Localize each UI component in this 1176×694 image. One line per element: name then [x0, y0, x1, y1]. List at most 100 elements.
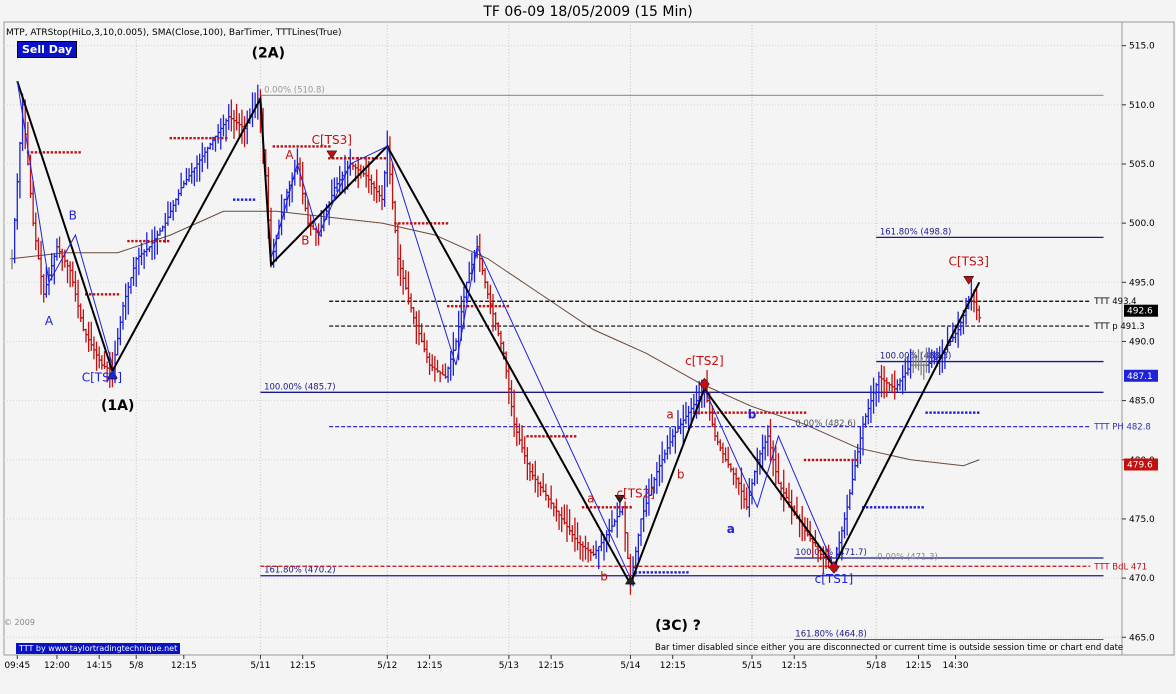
- atr-stop-dot: [292, 145, 295, 148]
- atr-stop-dot: [375, 157, 379, 160]
- atr-stop-dot: [847, 458, 850, 462]
- atr-stop-dot: [925, 411, 928, 414]
- atr-stop-dot: [642, 571, 646, 574]
- atr-stop-dot: [756, 411, 759, 414]
- atr-stop-dot: [155, 239, 158, 243]
- atr-stop-dot: [708, 411, 712, 414]
- price-tick-label: 495.0: [1129, 278, 1155, 288]
- atr-stop-dot: [732, 411, 735, 414]
- wave-annotation: A: [285, 148, 294, 162]
- atr-stop-dot: [682, 571, 685, 574]
- atr-stop-dot: [470, 304, 474, 308]
- atr-stop-dot: [855, 458, 858, 462]
- atr-stop-dot: [169, 136, 172, 140]
- atr-stop-dot: [363, 157, 367, 160]
- atr-stop-dot: [760, 411, 763, 414]
- atr-stop-dot: [147, 239, 150, 243]
- atr-stop-dot: [941, 411, 944, 414]
- atr-stop-dot: [835, 458, 838, 462]
- atr-stop-dot: [562, 435, 565, 438]
- atr-stop-dot: [638, 571, 642, 574]
- ttt-website-link[interactable]: TTT by www.taylortradingtechnique.net: [16, 643, 181, 654]
- price-tick-label: 465.0: [1129, 633, 1155, 643]
- atr-stop-dot: [425, 222, 429, 225]
- atr-stop-dot: [889, 506, 893, 509]
- atr-stop-dot: [74, 151, 77, 154]
- price-tick-label: 505.0: [1129, 160, 1155, 170]
- atr-stop-dot: [506, 304, 509, 308]
- wave-line: [703, 388, 835, 567]
- atr-stop-dot: [355, 157, 359, 160]
- atr-stop-dot: [670, 571, 673, 574]
- atr-stop-dot: [736, 411, 739, 414]
- atr-stop-dot: [885, 506, 889, 509]
- atr-stop-dot: [272, 145, 276, 148]
- atr-stop-dot: [843, 458, 846, 462]
- atr-stop-dot: [466, 304, 470, 308]
- atr-stop-dot: [558, 435, 561, 438]
- atr-stop-dot: [30, 151, 34, 154]
- atr-stop-dot: [162, 239, 166, 243]
- atr-stop-dot: [347, 157, 351, 160]
- wave-annotation: a: [727, 522, 735, 536]
- atr-stop-dot: [414, 222, 417, 225]
- price-label-text: 487.1: [1127, 372, 1153, 382]
- atr-stop-dot: [189, 136, 192, 140]
- atr-stop-dot: [92, 293, 96, 296]
- atr-stop-dot: [328, 145, 331, 148]
- atr-stop-dot: [240, 198, 244, 201]
- atr-stop-dot: [674, 571, 677, 574]
- atr-stop-dot: [96, 293, 100, 296]
- atr-stop-dot: [308, 145, 311, 148]
- atr-stop-dot: [973, 411, 976, 414]
- atr-stop-dot: [66, 151, 69, 154]
- wave-annotation: C[TS3]: [949, 255, 989, 269]
- atr-stop-dot: [803, 458, 807, 462]
- atr-stop-dot: [127, 239, 130, 243]
- atr-stop-dot: [666, 571, 669, 574]
- atr-stop-dot: [811, 458, 815, 462]
- atr-stop-dot: [193, 136, 196, 140]
- price-tick-label: 490.0: [1129, 337, 1155, 347]
- time-tick-label: 12:15: [781, 661, 807, 671]
- atr-stop-dot: [865, 506, 869, 509]
- atr-stop-dot: [799, 411, 803, 414]
- time-tick-label: 12:15: [417, 661, 443, 671]
- atr-stop-dot: [617, 506, 620, 509]
- wave-line: [16, 81, 113, 366]
- atr-stop-dot: [752, 411, 755, 414]
- atr-stop-dot: [897, 506, 901, 509]
- atr-stop-dot: [965, 411, 968, 414]
- indicator-list: MTP, ATRStop(HiLo,3,10,0.005), SMA(Close…: [6, 28, 342, 38]
- atr-stop-dot: [969, 411, 972, 414]
- wave-annotation: b: [677, 468, 685, 482]
- atr-stop-dot: [780, 411, 783, 414]
- signal-marker: [699, 377, 710, 391]
- atr-stop-dot: [116, 293, 120, 296]
- atr-stop-dot: [221, 136, 224, 140]
- atr-stop-dot: [807, 458, 811, 462]
- atr-stop-dot: [629, 506, 632, 509]
- atr-stop-dot: [151, 239, 154, 243]
- atr-stop-dot: [893, 506, 897, 509]
- atr-stop-dot: [143, 239, 146, 243]
- wave-annotation: b: [748, 407, 757, 421]
- atr-stop-dot: [78, 151, 81, 154]
- atr-stop-dot: [418, 222, 421, 225]
- atr-stop-dot: [815, 458, 819, 462]
- price-tick-label: 500.0: [1129, 219, 1155, 229]
- plot-area: [3, 21, 1123, 656]
- ttt-line-label: TTT 493.4: [1093, 297, 1136, 307]
- price-label-text: 479.6: [1127, 461, 1153, 471]
- atr-stop-dot: [100, 293, 104, 296]
- atr-stop-dot: [776, 411, 779, 414]
- atr-stop-dot: [748, 411, 751, 414]
- atr-stop-dot: [573, 435, 577, 438]
- atr-stop-dot: [276, 145, 280, 148]
- atr-stop-dot: [795, 411, 799, 414]
- atr-stop-dot: [613, 506, 616, 509]
- wave-annotation: c[TS2]: [616, 487, 655, 501]
- atr-stop-dot: [976, 411, 980, 414]
- atr-stop-dot: [159, 239, 162, 243]
